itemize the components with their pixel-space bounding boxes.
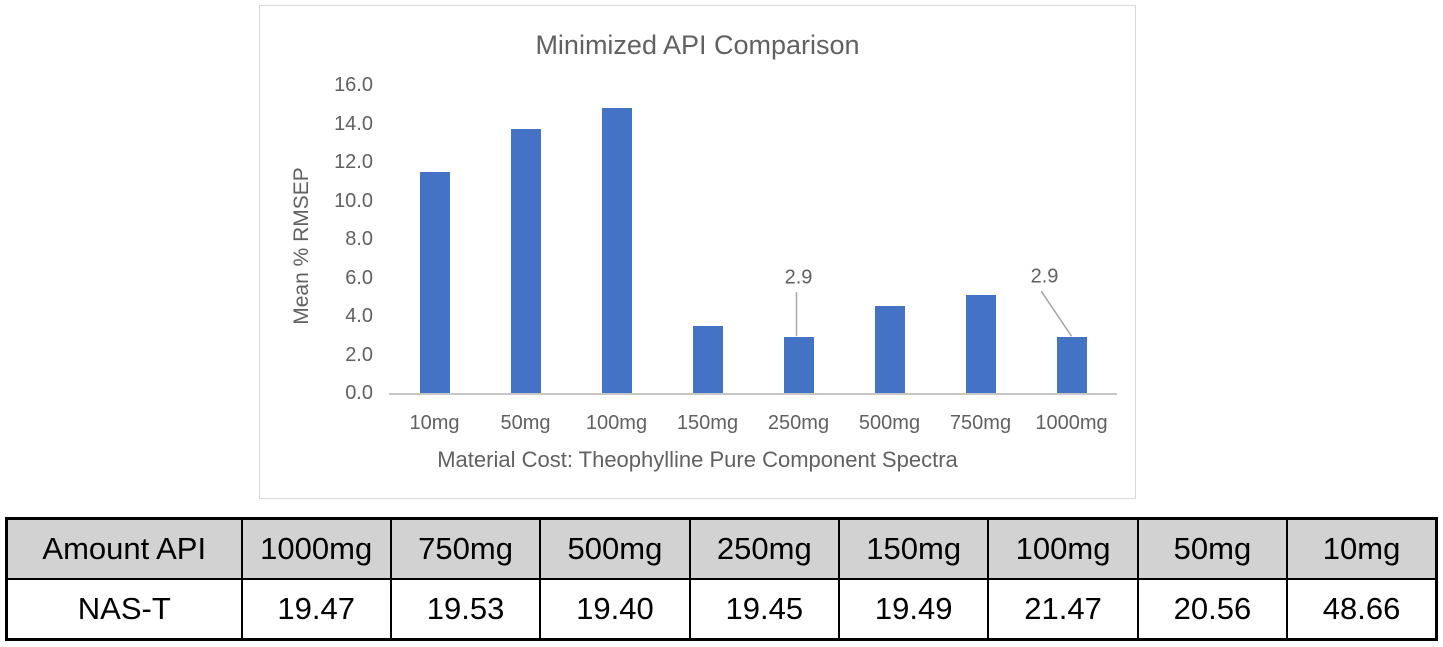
table-header-cell: Amount API	[5, 517, 243, 580]
x-tick-label: 750mg	[949, 412, 1012, 434]
chart-plot-area: 0.0 2.0 4.0 6.0 8.0 10.0 12.0 14.0 16.0 10mg 50mg 1…	[260, 6, 1135, 498]
table-cell: 21.47	[987, 578, 1139, 641]
x-tick-label: 150mg	[676, 412, 739, 434]
table-body: NAS-T 19.47 19.53 19.40 19.45 19.49 21.47 20.56…	[5, 578, 1438, 641]
x-tick-label: 100mg	[585, 412, 648, 434]
bar-50mg	[510, 129, 541, 393]
y-tick-label: 10.0	[334, 189, 373, 212]
table-header-cell: 1000mg	[240, 517, 392, 580]
x-tick-label: 250mg	[767, 412, 830, 434]
table-cell: 19.53	[389, 578, 542, 641]
y-tick-label: 8.0	[345, 228, 373, 250]
y-tick-label: 2.0	[345, 343, 373, 366]
table-header-cell: 10mg	[1286, 517, 1438, 580]
bar-500mg	[874, 306, 905, 393]
table-header-cell: 100mg	[987, 517, 1139, 580]
y-tick-label: 14.0	[334, 112, 373, 135]
y-tick-label: 12.0	[334, 151, 373, 173]
bar-250mg	[783, 337, 814, 393]
y-tick-label: 16.0	[334, 74, 373, 96]
table-cell: 19.45	[688, 578, 841, 641]
x-tick-label: 10mg	[409, 412, 460, 434]
y-tick-label: 4.0	[345, 305, 373, 327]
bar-100mg	[601, 108, 632, 393]
data-label-250mg: 2.9	[784, 266, 813, 289]
x-tick-label: 50mg	[500, 412, 551, 434]
bar-750mg	[965, 294, 996, 393]
table-cell: 19.47	[240, 578, 392, 641]
chart-title: Minimized API Comparison	[535, 30, 860, 60]
table-cell: NAS-T	[5, 578, 243, 641]
results-table: Amount API 1000mg 750mg 500mg 250mg 150mg 100m…	[5, 517, 1438, 641]
x-axis-title: Material Cost: Theophylline Pure Compone…	[437, 447, 958, 472]
table-cell: 19.40	[539, 578, 691, 641]
table-header-cell: 250mg	[688, 517, 841, 580]
table-row: NAS-T 19.47 19.53 19.40 19.45 19.49 21.47 20.56…	[5, 578, 1438, 641]
bar-1000mg	[1056, 337, 1087, 393]
table-header-cell: 150mg	[837, 517, 990, 580]
table-header-cell: 500mg	[539, 517, 691, 580]
bar-150mg	[692, 325, 723, 393]
x-tick-label: 500mg	[858, 412, 921, 434]
table-head: Amount API 1000mg 750mg 500mg 250mg 150mg 100m…	[5, 517, 1438, 580]
table-cell: 19.49	[837, 578, 990, 641]
data-label-1000mg: 2.9	[1030, 265, 1059, 288]
x-axis-line	[389, 393, 1117, 395]
bar-10mg	[419, 171, 450, 393]
table-header-cell: 750mg	[389, 517, 542, 580]
table-cell: 20.56	[1136, 578, 1289, 641]
table-cell: 48.66	[1286, 578, 1438, 641]
chart-panel: Minimized API Comparison Mean % RMSEP 0.…	[259, 5, 1136, 499]
table-header-cell: 50mg	[1136, 517, 1289, 580]
x-tick-label: 1000mg	[1035, 412, 1108, 434]
table-header-row: Amount API 1000mg 750mg 500mg 250mg 150mg 100m…	[5, 517, 1438, 580]
y-tick-label: 6.0	[345, 266, 373, 289]
y-tick-label: 0.0	[345, 382, 373, 404]
